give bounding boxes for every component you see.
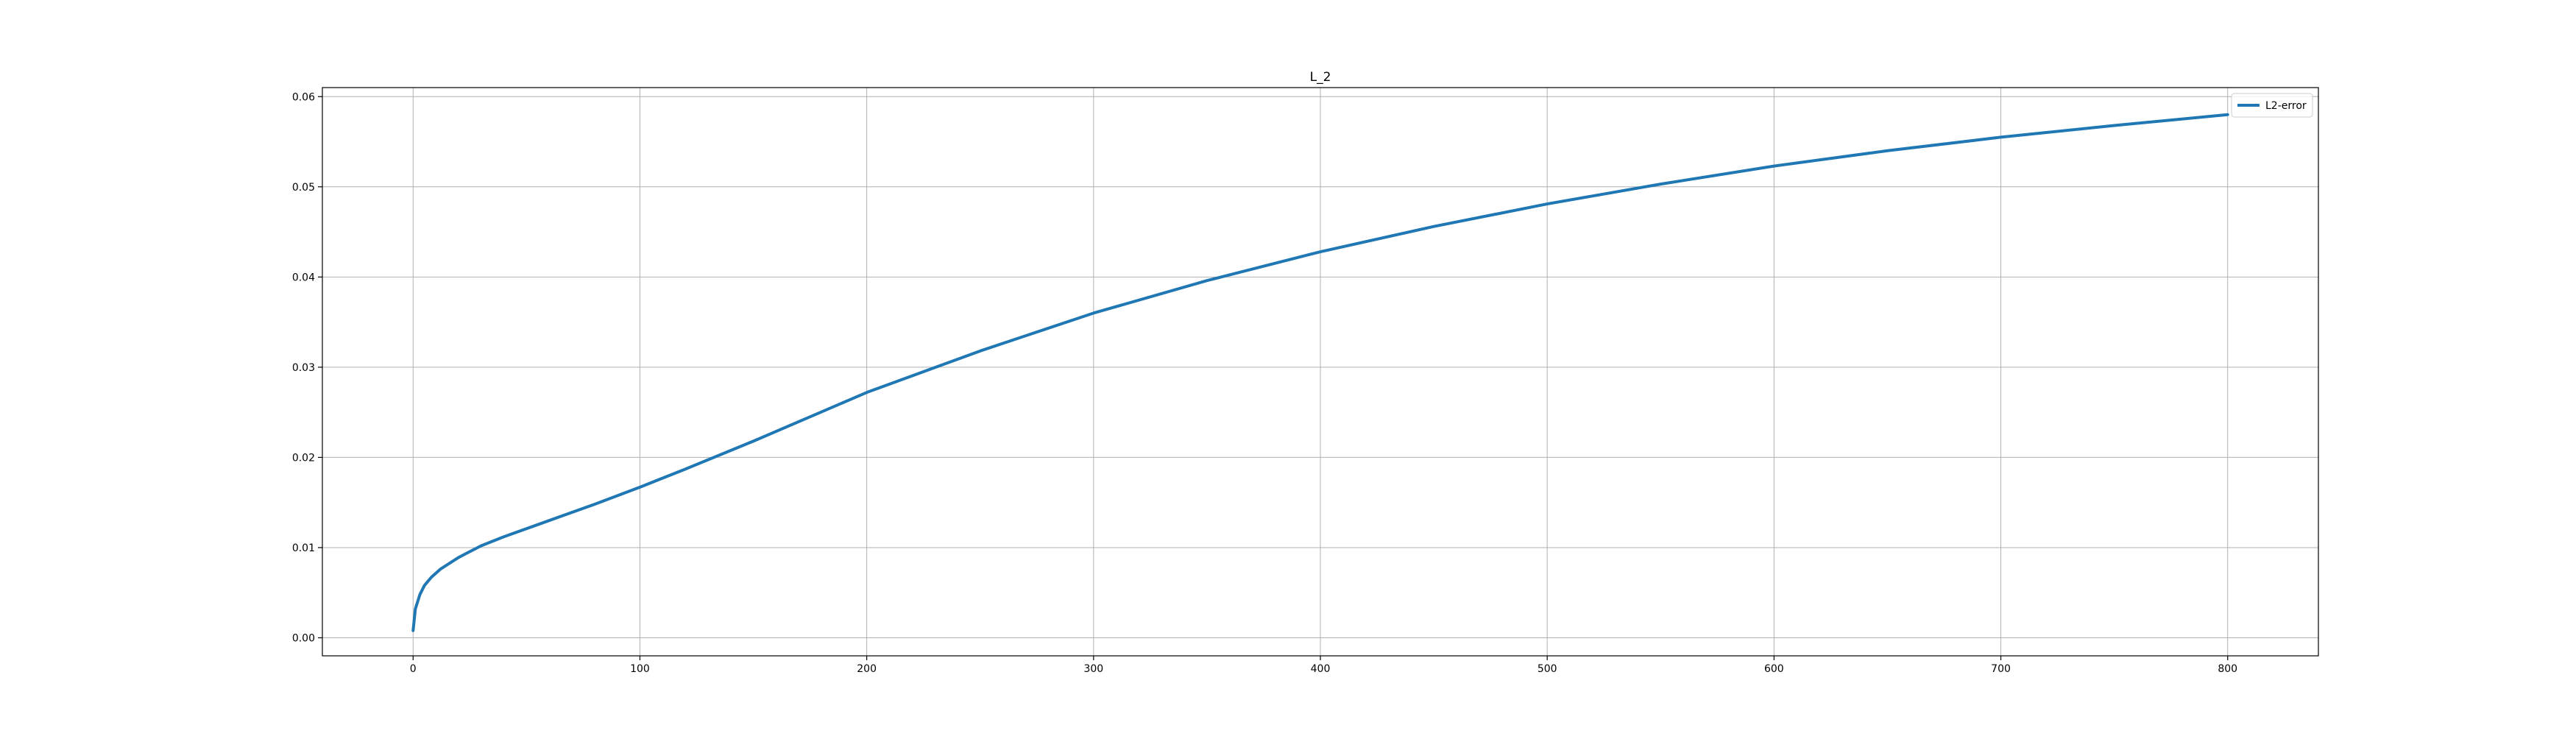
x-tick-label: 300	[1083, 663, 1103, 675]
x-tick-label: 400	[1311, 663, 1331, 675]
y-tick-label: 0.02	[292, 452, 315, 464]
x-tick-label: 500	[1538, 663, 1557, 675]
legend-label: L2-error	[2265, 100, 2307, 112]
x-tick-label: 800	[2218, 663, 2237, 675]
x-tick-label: 700	[1991, 663, 2011, 675]
series-line-l2-error	[411, 113, 2229, 632]
y-tick-label: 0.06	[292, 91, 315, 103]
x-tick-label: 100	[630, 663, 650, 675]
grid	[322, 88, 2318, 656]
y-tick-label: 0.04	[292, 272, 315, 283]
x-tick-label: 600	[1764, 663, 1784, 675]
x-tick-label: 0	[410, 663, 417, 675]
series-layer	[411, 113, 2229, 632]
y-tick-label: 0.03	[292, 362, 315, 374]
x-tick-label: 200	[857, 663, 877, 675]
chart-title: L_2	[1310, 70, 1331, 85]
x-axis: 0 100 200 300 400 500 600 700 800	[410, 656, 2237, 675]
y-tick-label: 0.05	[292, 182, 315, 194]
y-axis: 0.00 0.01 0.02 0.03 0.04 0.05 0.06	[292, 91, 322, 644]
legend: L2-error	[2231, 93, 2313, 118]
y-tick-label: 0.00	[292, 632, 315, 644]
legend-box	[2231, 93, 2313, 118]
y-tick-label: 0.01	[292, 542, 315, 554]
